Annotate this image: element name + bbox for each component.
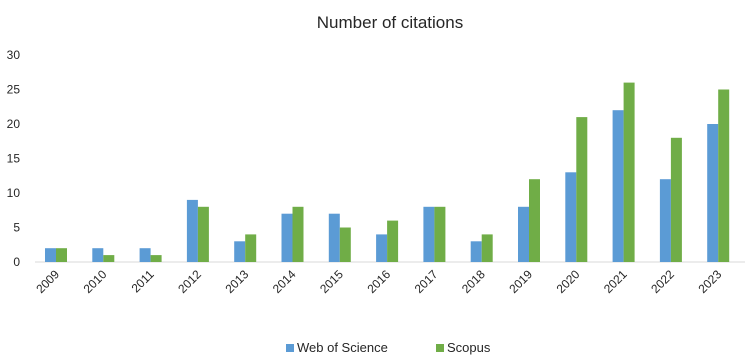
x-tick-label: 2022	[648, 267, 677, 296]
x-tick-label: 2014	[270, 267, 299, 296]
bar-web-of-science-2014	[281, 213, 293, 262]
x-axis-ticks: 2009 2010 2011 2012 2013 2014 2015 2016 2017 2018…	[33, 267, 724, 296]
legend: Web of Science Scopus	[286, 340, 491, 355]
bar-scopus-2015	[339, 227, 351, 262]
x-tick-label: 2010	[81, 267, 110, 296]
y-tick-label: 20	[7, 117, 21, 131]
x-tick-label: 2013	[223, 267, 252, 296]
y-tick-label: 5	[13, 221, 20, 235]
bar-web-of-science-2020	[565, 172, 577, 262]
y-tick-label: 25	[7, 83, 21, 97]
legend-swatch-scopus	[436, 344, 444, 352]
x-tick-label: 2016	[364, 267, 393, 296]
y-tick-label: 30	[7, 48, 21, 62]
x-tick-label: 2018	[459, 267, 488, 296]
x-tick-label: 2015	[317, 267, 346, 296]
bar-scopus-2010	[103, 255, 115, 262]
bar-scopus-2021	[623, 82, 635, 262]
bar-web-of-science-2016	[376, 234, 388, 262]
bar-web-of-science-2022	[659, 179, 671, 262]
y-axis-ticks: 0 5 10 15 20 25 30	[7, 48, 21, 269]
bar-scopus-2019	[529, 179, 540, 262]
x-tick-label: 2020	[554, 267, 583, 296]
x-tick-label: 2017	[412, 267, 441, 296]
x-tick-label: 2023	[696, 267, 725, 296]
legend-label-web-of-science: Web of Science	[297, 340, 388, 355]
bar-web-of-science-2009	[45, 248, 56, 262]
y-tick-label: 15	[7, 152, 21, 166]
chart-title: Number of citations	[317, 13, 463, 32]
bar-web-of-science-2023	[707, 124, 719, 262]
bar-web-of-science-2019	[518, 206, 529, 262]
bar-scopus-2018	[481, 234, 493, 262]
bar-web-of-science-2021	[612, 110, 624, 262]
bar-web-of-science-2018	[470, 241, 482, 262]
y-tick-label: 10	[7, 186, 21, 200]
y-tick-label: 0	[13, 255, 20, 269]
bar-scopus-2013	[245, 234, 257, 262]
bar-web-of-science-2010	[92, 248, 104, 262]
x-tick-label: 2012	[175, 267, 204, 296]
legend-swatch-web-of-science	[286, 344, 294, 352]
bar-web-of-science-2012	[186, 199, 198, 262]
x-tick-label: 2009	[33, 267, 62, 296]
bars-group	[45, 82, 730, 262]
bar-web-of-science-2011	[139, 248, 151, 262]
bar-scopus-2009	[56, 248, 67, 262]
bar-web-of-science-2013	[234, 241, 246, 262]
bar-scopus-2011	[150, 255, 162, 262]
bar-scopus-2016	[387, 220, 399, 262]
x-tick-label: 2021	[601, 267, 630, 296]
bar-scopus-2020	[576, 117, 588, 262]
bar-scopus-2023	[718, 89, 730, 262]
legend-label-scopus: Scopus	[447, 340, 491, 355]
bar-scopus-2022	[670, 137, 682, 262]
bar-web-of-science-2015	[328, 213, 340, 262]
x-tick-label: 2019	[506, 267, 535, 296]
bar-scopus-2017	[434, 206, 446, 262]
bar-scopus-2012	[197, 206, 209, 262]
bar-scopus-2014	[292, 206, 304, 262]
x-tick-label: 2011	[129, 267, 157, 295]
bar-web-of-science-2017	[423, 206, 435, 262]
